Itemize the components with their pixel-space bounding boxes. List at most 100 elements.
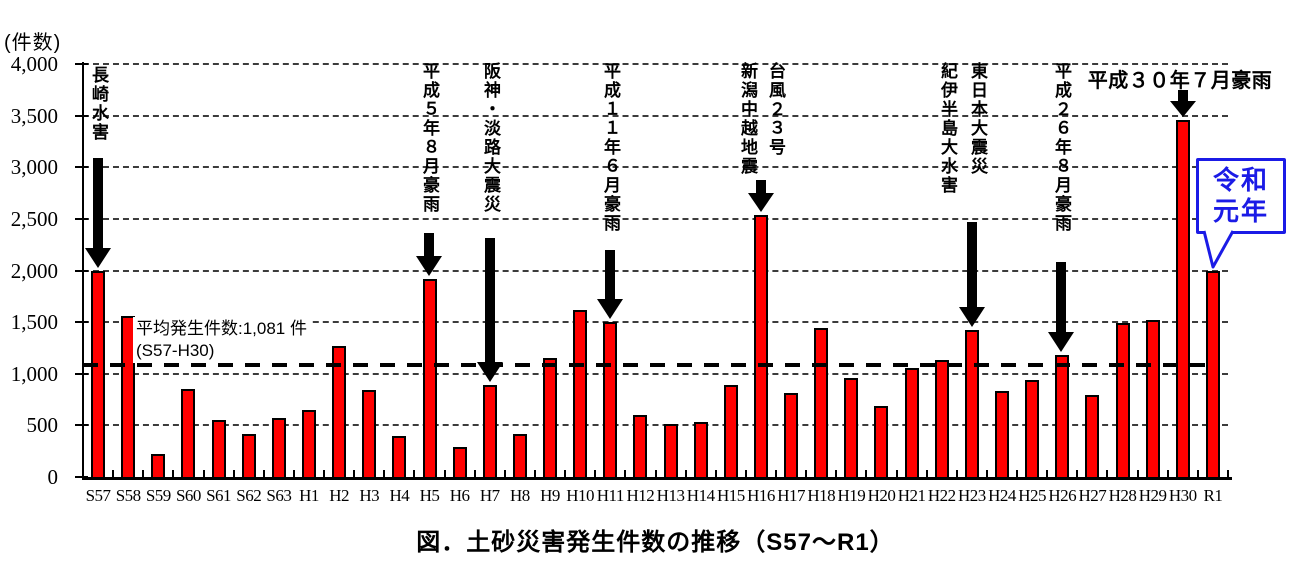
annotation-h16-col1: 台風２３号: [766, 62, 785, 157]
gridline-2,000: [83, 269, 1228, 272]
bar-H1: [301, 409, 316, 479]
y-axis-tick-label: 2,000: [10, 258, 58, 283]
annotation-arrow-head-h30rain: [1170, 100, 1196, 117]
gridline-3,000: [83, 166, 1228, 169]
x-axis-tick-mark: [172, 470, 175, 477]
x-axis-tick-mark: [835, 470, 838, 477]
bar-H26: [1055, 355, 1070, 479]
x-axis-tick-mark: [1016, 470, 1019, 477]
x-axis-label-R1: R1: [1203, 486, 1223, 505]
x-axis-tick-mark: [985, 470, 988, 477]
bar-S60: [181, 389, 196, 479]
callout-text-line1: 令和: [1212, 165, 1269, 195]
x-axis-label-H19: H19: [837, 486, 866, 505]
annotation-h26rain-col1: 平成２６年８月豪雨: [1052, 62, 1071, 233]
bar-H13: [663, 424, 678, 479]
x-axis-label-H29: H29: [1138, 486, 1167, 505]
x-axis-label-H27: H27: [1078, 486, 1107, 505]
x-axis-label-H3: H3: [359, 486, 380, 505]
x-axis-tick-mark: [1196, 470, 1199, 477]
annotation-arrow-head-hanshin: [477, 362, 503, 383]
x-axis-tick-mark: [1046, 470, 1049, 477]
y-axis-tick-mark: [75, 372, 88, 375]
bar-H18: [814, 328, 829, 479]
y-axis-tick-label: 2,500: [10, 206, 58, 231]
y-axis-tick-label: 3,000: [10, 155, 58, 180]
annotation-h23-col1: 東日本大震災: [968, 62, 987, 176]
x-axis-tick-mark: [654, 470, 657, 477]
x-axis-tick-mark: [443, 470, 446, 477]
x-axis-label-H26: H26: [1048, 486, 1077, 505]
x-axis-tick-mark: [895, 470, 898, 477]
bar-H27: [1085, 395, 1100, 479]
y-axis-tick-label: 1,000: [10, 361, 58, 386]
annotation-arrow-shaft-hanshin: [485, 238, 495, 363]
annotation-arrow-shaft-h26rain: [1056, 262, 1066, 333]
annotation-arrow-shaft-h11rain: [605, 250, 615, 300]
bar-H5: [422, 278, 437, 479]
bar-H22: [934, 360, 949, 479]
x-axis-tick-mark: [292, 470, 295, 477]
x-axis-tick-mark: [353, 470, 356, 477]
x-axis-label-H1: H1: [299, 486, 319, 505]
x-axis-label-S57: S57: [85, 486, 111, 505]
gridline-2,500: [83, 217, 1228, 220]
x-axis-label-H2: H2: [329, 486, 349, 505]
y-axis-tick-mark: [75, 63, 88, 65]
annotation-arrow-shaft-h5rain: [424, 233, 434, 256]
x-axis-tick-mark: [202, 470, 205, 477]
annotation-arrow-shaft-nagasaki: [93, 158, 103, 248]
annotation-arrow-head-h26rain: [1048, 332, 1074, 353]
average-line-label-line2: (S57-H30): [136, 340, 215, 360]
annotation-arrow-shaft-h16: [756, 180, 766, 193]
x-axis-tick-mark: [262, 470, 265, 477]
bar-H30: [1175, 119, 1190, 479]
annotation-h23-col2: 紀伊半島大水害: [938, 62, 957, 195]
plot-area: [83, 63, 1228, 477]
x-axis-tick-mark: [112, 470, 115, 477]
x-axis-label-H18: H18: [807, 486, 836, 505]
bar-H23: [964, 330, 979, 479]
bar-H17: [784, 393, 799, 479]
gridline-500: [83, 424, 1228, 427]
bar-H14: [693, 422, 708, 479]
x-axis-label-H25: H25: [1018, 486, 1047, 505]
x-axis-tick-mark: [624, 470, 627, 477]
x-axis-tick-mark: [413, 470, 416, 477]
reiwa-gannen-callout: 令和 元年: [1196, 158, 1286, 234]
annotation-h5rain-col1: 平成５年８月豪雨: [420, 62, 439, 214]
annotation-arrow-head-nagasaki: [85, 247, 111, 268]
bar-H25: [1025, 379, 1040, 479]
x-axis-tick-mark: [594, 470, 597, 477]
y-axis-line: [82, 62, 84, 479]
bar-H29: [1145, 320, 1160, 479]
bar-H28: [1115, 323, 1130, 479]
y-axis-unit-label: (件数): [4, 32, 62, 54]
y-axis-tick-mark: [75, 269, 88, 272]
x-axis-tick-mark: [955, 470, 958, 477]
bar-S63: [271, 418, 286, 479]
y-axis-tick-label: 500: [26, 413, 59, 438]
bar-S59: [151, 454, 166, 479]
x-axis-tick-mark: [775, 470, 778, 477]
y-axis-tick-mark: [75, 321, 88, 324]
annotation-arrow-head-h11rain: [597, 299, 623, 320]
x-axis-label-H30: H30: [1168, 486, 1197, 505]
chart-title: 図．土砂災害発生件数の推移（S57～R1）: [416, 529, 895, 556]
annotation-nagasaki-col1: 長崎水害: [89, 66, 108, 142]
x-axis-tick-mark: [503, 470, 506, 477]
annotation-arrow-head-h23: [959, 307, 985, 328]
x-axis-label-H8: H8: [510, 486, 530, 505]
x-axis-label-H9: H9: [540, 486, 560, 505]
gridline-3,500: [83, 114, 1228, 117]
annotation-arrow-shaft-h23: [967, 222, 977, 308]
x-axis-label-H22: H22: [927, 486, 956, 505]
x-axis-label-H20: H20: [867, 486, 896, 505]
x-axis-tick-mark: [564, 470, 567, 477]
bar-H10: [573, 309, 588, 479]
annotation-arrow-head-h16: [748, 192, 774, 212]
annotation-arrow-head-h5rain: [416, 255, 442, 276]
x-axis-label-S62: S62: [236, 486, 262, 505]
x-axis-label-H7: H7: [479, 486, 500, 505]
x-axis-tick-mark: [925, 470, 928, 477]
